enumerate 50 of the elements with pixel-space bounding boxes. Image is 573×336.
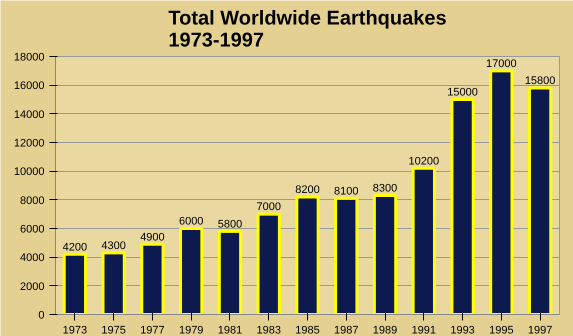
x-tick-label: 1989 <box>372 324 398 336</box>
x-tick-label: 1991 <box>412 324 436 336</box>
y-tick-label: 10000 <box>14 166 45 178</box>
x-tick-label: 1983 <box>256 324 281 336</box>
x-tick-label: 1985 <box>295 324 320 336</box>
y-tick-label: 14000 <box>14 108 45 121</box>
x-tick-label: 1979 <box>178 324 204 336</box>
data-label: 4900 <box>140 231 165 244</box>
data-label: 8300 <box>372 182 398 195</box>
data-label: 4200 <box>62 241 88 254</box>
bar <box>101 251 126 314</box>
x-tick-label: 1975 <box>101 324 126 336</box>
y-tick-label: 18000 <box>14 52 45 64</box>
bar <box>489 69 514 314</box>
data-label: 17000 <box>486 58 517 70</box>
bar <box>412 166 436 314</box>
bar <box>218 230 242 314</box>
bar <box>179 227 204 314</box>
bar <box>256 212 281 314</box>
y-tick-label: 6000 <box>20 224 45 236</box>
x-tick-label: 1977 <box>140 324 165 336</box>
data-label: 8200 <box>295 184 320 196</box>
y-tick-label: 8000 <box>20 194 45 207</box>
x-tick-label: 1993 <box>450 324 475 336</box>
bar <box>334 196 358 314</box>
data-label: 10200 <box>408 155 440 168</box>
x-tick-label: 1973 <box>62 324 88 336</box>
x-tick-label: 1981 <box>218 324 242 336</box>
data-label: 15800 <box>524 75 556 88</box>
data-label: 6000 <box>178 216 204 228</box>
bar <box>528 86 552 314</box>
data-label: 7000 <box>256 201 281 214</box>
bar <box>295 195 320 314</box>
y-tick-label: 16000 <box>14 80 45 92</box>
bar <box>140 242 165 314</box>
y-tick-label: 2000 <box>20 280 45 293</box>
x-tick-label: 1997 <box>528 324 552 336</box>
data-label: 8100 <box>334 185 359 198</box>
x-tick-label: 1987 <box>334 324 359 336</box>
bar <box>372 194 398 314</box>
y-tick-label: 4000 <box>20 252 45 264</box>
data-label: 15000 <box>447 86 478 98</box>
chart-title: Total Worldwide Earthquakes 1973-1997 <box>168 8 447 52</box>
bar <box>62 252 88 314</box>
bar <box>450 98 475 314</box>
x-tick-label: 1995 <box>489 324 514 336</box>
y-tick-label: 0 <box>38 310 45 322</box>
y-tick-label: 12000 <box>14 138 45 150</box>
data-label: 5800 <box>218 218 242 230</box>
data-label: 4300 <box>101 240 126 252</box>
